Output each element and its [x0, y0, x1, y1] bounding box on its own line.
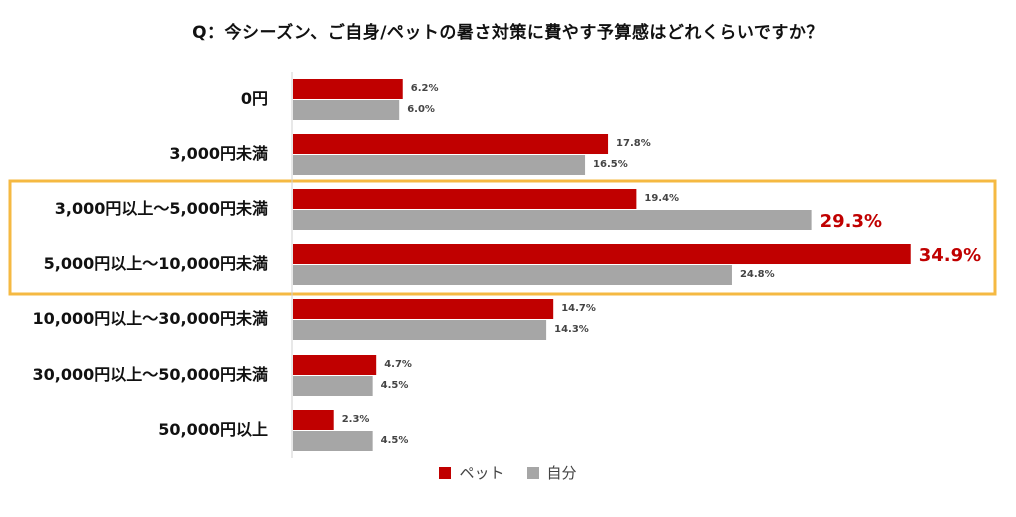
chart-title: Q：今シーズン、ご自身/ペットの暑さ対策に費やす予算感はどれくらいですか？: [192, 23, 824, 43]
bar-self: [293, 376, 373, 396]
legend-item-self: 自分: [526, 462, 577, 483]
data-label: 19.4%: [644, 193, 679, 204]
data-label: 29.3%: [820, 211, 882, 232]
bar-pet: [293, 189, 637, 209]
bar-pet: [293, 244, 911, 264]
data-label: 24.8%: [740, 269, 775, 280]
category-label: 50,000円以上: [158, 420, 268, 439]
bar-self: [293, 431, 373, 451]
bar-pet: [293, 355, 377, 375]
category-label: 3,000円未満: [169, 144, 268, 163]
data-label: 6.0%: [407, 104, 435, 115]
data-label: 4.5%: [381, 380, 409, 391]
data-label: 14.7%: [561, 303, 596, 314]
category-label: 0円: [241, 89, 268, 108]
bar-pet: [293, 410, 334, 430]
data-label: 14.3%: [554, 324, 589, 335]
category-label: 3,000円以上～5,000円未満: [55, 199, 268, 218]
data-label: 4.5%: [381, 435, 409, 446]
data-label: 2.3%: [342, 414, 370, 425]
legend-item-pet: ペット: [439, 462, 505, 483]
bar-pet: [293, 134, 609, 154]
legend-swatch-self: [526, 466, 539, 479]
bar-self: [293, 155, 586, 175]
data-label: 16.5%: [593, 159, 628, 170]
legend-label-pet: ペット: [459, 464, 505, 482]
data-label: 34.9%: [919, 245, 981, 266]
legend-label-self: 自分: [546, 464, 577, 482]
legend: ペット 自分: [0, 462, 1016, 483]
bar-self: [293, 320, 547, 340]
category-label: 5,000円以上～10,000円未満: [44, 254, 268, 273]
legend-swatch-pet: [439, 466, 452, 479]
data-label: 6.2%: [411, 83, 439, 94]
bar-pet: [293, 79, 403, 99]
bar-self: [293, 100, 400, 120]
bar-self: [293, 265, 732, 285]
bar-pet: [293, 299, 554, 319]
data-label: 17.8%: [616, 138, 651, 149]
data-label: 4.7%: [384, 359, 412, 370]
category-label: 30,000円以上～50,000円未満: [33, 365, 269, 384]
bar-self: [293, 210, 812, 230]
category-label: 10,000円以上～30,000円未満: [33, 309, 269, 328]
highlight-box: [8, 179, 997, 296]
